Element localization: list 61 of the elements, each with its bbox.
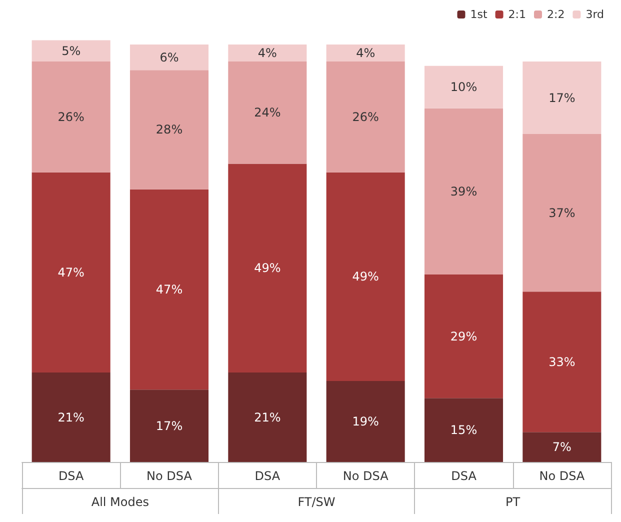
bar [424, 274, 504, 398]
x-tick-label: DSA [254, 469, 281, 483]
bar [326, 44, 405, 62]
bar [32, 40, 110, 62]
bar [424, 108, 504, 275]
bar [130, 44, 209, 70]
data-label: 4% [356, 46, 376, 60]
bar [130, 189, 209, 390]
bar [522, 62, 602, 134]
bar [130, 70, 209, 190]
text: PT [506, 495, 521, 509]
bar [228, 44, 307, 62]
data-label: 17% [548, 90, 576, 105]
bar [326, 381, 405, 462]
legend-label: 3rd [586, 8, 604, 21]
bar [522, 134, 602, 292]
x-tick-label: No DSA [146, 469, 193, 483]
data-label: 24% [254, 106, 281, 120]
bar [130, 390, 209, 462]
data-label: 29% [450, 329, 478, 344]
data-label: 47% [156, 282, 183, 296]
data-label: 19% [352, 414, 379, 429]
legend-label: 2:1 [508, 8, 526, 21]
bar [228, 62, 307, 164]
data-label: 6% [160, 50, 179, 64]
text: FT/SW [298, 495, 336, 509]
bar [522, 292, 602, 432]
text: All Modes [91, 495, 149, 509]
data-label: 10% [450, 80, 478, 94]
data-label: 5% [62, 44, 81, 58]
data-label: 26% [58, 110, 84, 124]
bar [228, 164, 307, 373]
x-tick-label: DSA [451, 469, 478, 483]
legend-label: 1st [470, 8, 488, 21]
bar [326, 172, 405, 382]
data-label: 17% [156, 418, 183, 433]
data-label: 15% [450, 423, 478, 438]
data-label: 28% [156, 122, 183, 137]
bar [424, 66, 504, 108]
bar [522, 432, 602, 462]
data-label: 7% [552, 440, 572, 454]
bar [228, 372, 307, 462]
legend-label: 2:2 [546, 8, 565, 21]
data-label: 4% [258, 46, 277, 60]
data-label: 39% [450, 184, 478, 198]
x-tick-label: No DSA [342, 469, 390, 483]
bar [32, 172, 110, 373]
data-label: 33% [548, 354, 576, 369]
bar [326, 62, 405, 172]
bar [424, 398, 504, 462]
x-tick-label: No DSA [539, 469, 586, 483]
data-label: 21% [58, 410, 84, 424]
bar [32, 372, 110, 462]
data-label: 49% [352, 270, 379, 284]
bar [32, 62, 110, 172]
data-label: 47% [58, 265, 84, 280]
data-label: 37% [548, 206, 576, 220]
data-label: 21% [254, 410, 281, 424]
x-tick-label: DSA [58, 469, 85, 483]
data-label: 26% [352, 110, 379, 124]
data-label: 49% [254, 261, 281, 276]
